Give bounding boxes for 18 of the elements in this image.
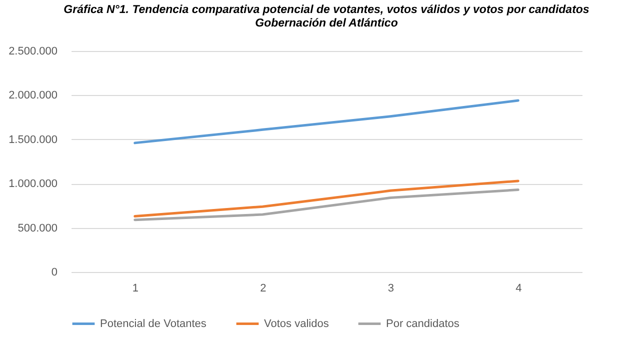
y-tick-label: 1.000.000 <box>8 178 58 190</box>
line-series <box>134 188 520 222</box>
x-tick-label: 4 <box>516 282 522 294</box>
x-tick-label: 2 <box>260 282 266 294</box>
y-tick-label: 0 <box>51 266 58 278</box>
line-series <box>134 99 520 144</box>
chart-title: Gráfica N°1. Tendencia comparativa potencial de votantes, votos válidos y votos por candidatos <box>64 4 590 16</box>
y-tick-label: 1.500.000 <box>8 134 58 146</box>
x-tick-label: 1 <box>132 282 138 294</box>
line-series <box>134 180 520 218</box>
legend-label: Potencial de Votantes <box>100 318 207 330</box>
y-tick-label: 500.000 <box>18 222 58 234</box>
x-tick-label: 3 <box>388 282 394 294</box>
chart-subtitle: Gobernación del Atlántico <box>255 18 398 30</box>
legend-label: Votos validos <box>264 318 330 330</box>
y-tick-label: 2.000.000 <box>8 90 58 102</box>
y-tick-label: 2.500.000 <box>8 46 58 58</box>
legend-label: Por candidatos <box>386 318 460 330</box>
